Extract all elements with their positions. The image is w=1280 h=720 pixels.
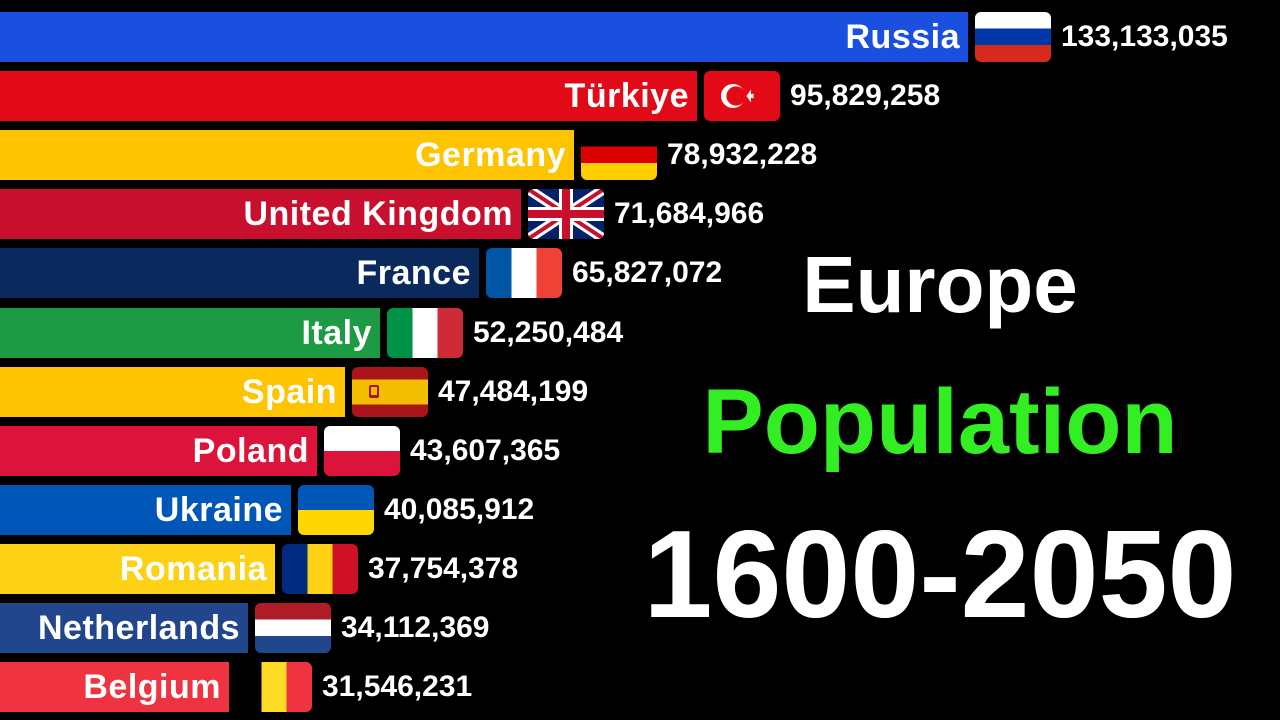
bar-label: Romania [119, 549, 267, 588]
italy-flag [387, 308, 463, 358]
bar-label: Belgium [83, 667, 221, 706]
value-label: 52,250,484 [473, 316, 624, 349]
bar-poland: Poland [0, 426, 317, 476]
bar-label: Poland [192, 431, 309, 470]
bar-spain: Spain [0, 367, 345, 417]
united-kingdom-flag [528, 189, 604, 239]
bar-label: Netherlands [38, 608, 240, 647]
germany-flag [581, 130, 657, 180]
chart-title-years: 1600-2050 [643, 506, 1237, 644]
bar-ukraine: Ukraine [0, 485, 291, 535]
value-label: 34,112,369 [341, 611, 490, 644]
belgium-flag [236, 662, 312, 712]
bar-label: Germany [415, 135, 566, 174]
ukraine-flag [298, 485, 374, 535]
value-label: 31,546,231 [322, 670, 473, 703]
bar-united-kingdom: United Kingdom [0, 189, 521, 239]
bar-turkiye: Türkiye [0, 71, 697, 121]
value-label: 133,133,035 [1061, 20, 1228, 53]
value-label: 40,085,912 [384, 493, 535, 526]
bar-label: Ukraine [154, 490, 283, 529]
bar-netherlands: Netherlands [0, 603, 248, 653]
value-label: 95,829,258 [790, 79, 941, 112]
bar-label: Türkiye [564, 76, 689, 115]
bar-label: Russia [845, 17, 960, 56]
bar-label: United Kingdom [243, 194, 513, 233]
turkiye-flag [704, 71, 780, 121]
romania-flag [282, 544, 358, 594]
chart-title-subject: Population [702, 371, 1178, 473]
bar-label: Italy [301, 313, 372, 352]
russia-flag [975, 12, 1051, 62]
spain-flag [352, 367, 428, 417]
bar-label: Spain [241, 372, 337, 411]
value-label: 47,484,199 [438, 375, 589, 408]
value-label: 71,684,966 [614, 197, 765, 230]
bar-germany: Germany [0, 130, 574, 180]
value-label: 65,827,072 [572, 256, 723, 289]
bar-romania: Romania [0, 544, 275, 594]
bar-france: France [0, 248, 479, 298]
bar-russia: Russia [0, 12, 968, 62]
bar-belgium: Belgium [0, 662, 229, 712]
chart-title-region: Europe [802, 240, 1078, 329]
value-label: 43,607,365 [410, 434, 561, 467]
value-label: 37,754,378 [368, 552, 519, 585]
france-flag [486, 248, 562, 298]
value-label: 78,932,228 [667, 138, 818, 171]
poland-flag [324, 426, 400, 476]
netherlands-flag [255, 603, 331, 653]
bar-italy: Italy [0, 308, 380, 358]
bar-label: France [356, 253, 471, 292]
